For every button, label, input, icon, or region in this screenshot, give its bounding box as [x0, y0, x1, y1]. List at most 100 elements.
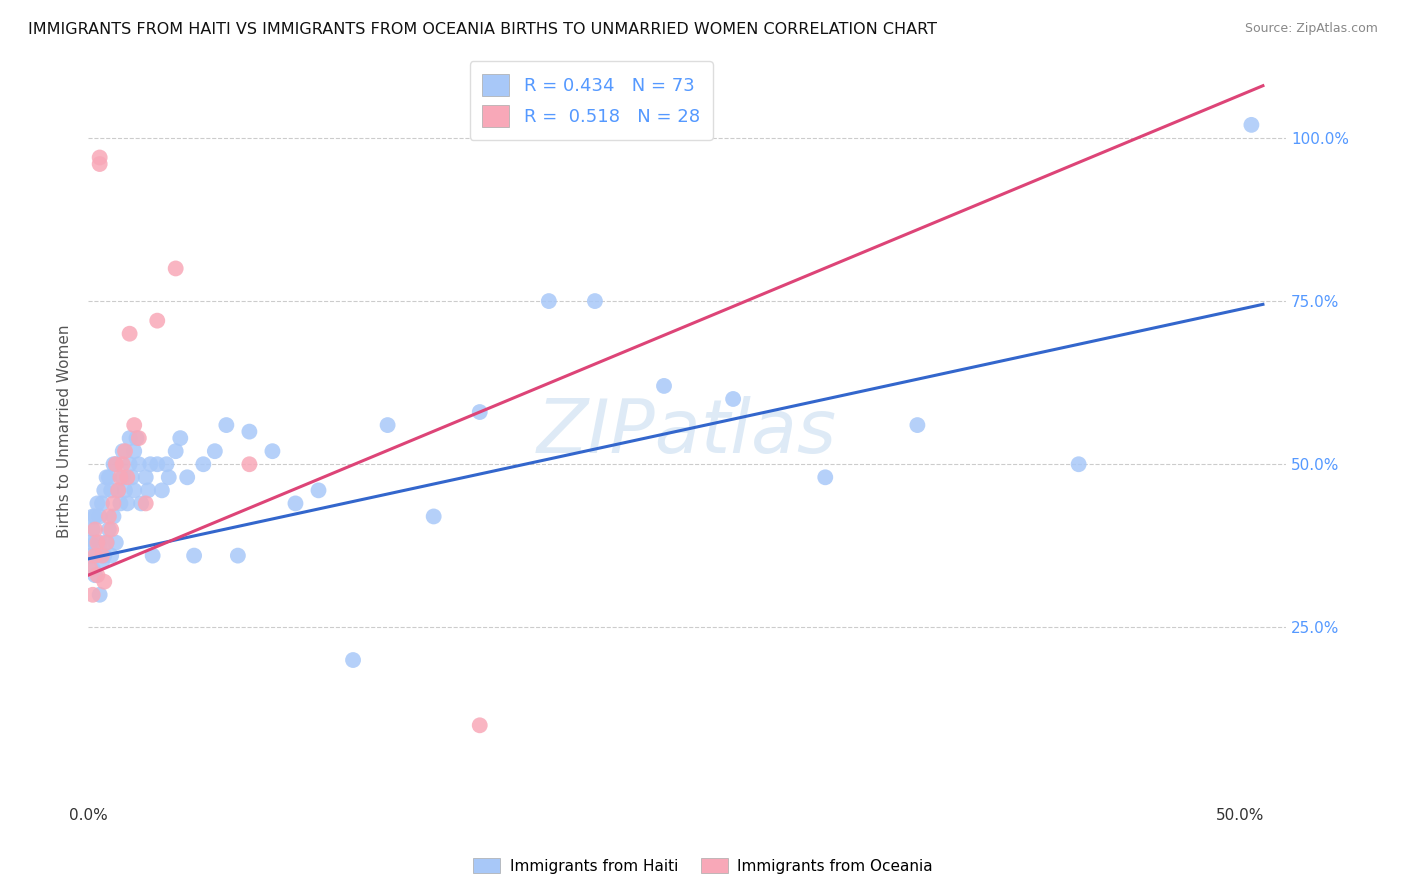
Point [114, 444, 136, 458]
Point [79, 549, 101, 563]
Point [583, 294, 606, 309]
Point [1067, 457, 1090, 471]
Point [79, 562, 101, 576]
Point [176, 470, 198, 484]
Text: Source: ZipAtlas.com: Source: ZipAtlas.com [1244, 22, 1378, 36]
Point [238, 425, 260, 439]
Point [905, 418, 928, 433]
Point [122, 418, 145, 433]
Point [150, 483, 173, 498]
Point [157, 470, 180, 484]
Point [82, 588, 104, 602]
Point [468, 718, 491, 732]
Point [103, 509, 125, 524]
Point [128, 431, 150, 445]
Point [79, 535, 101, 549]
Point [193, 457, 215, 471]
Point [97, 509, 120, 524]
Point [377, 418, 399, 433]
Legend: Immigrants from Haiti, Immigrants from Oceania: Immigrants from Haiti, Immigrants from O… [467, 852, 939, 880]
Point [155, 457, 177, 471]
Point [93, 483, 115, 498]
Point [169, 431, 191, 445]
Point [93, 549, 115, 563]
Point [135, 470, 157, 484]
Point [165, 444, 187, 458]
Point [89, 157, 111, 171]
Point [104, 457, 127, 471]
Point [1240, 118, 1263, 132]
Point [183, 549, 205, 563]
Point [142, 549, 165, 563]
Point [111, 444, 134, 458]
Point [111, 470, 134, 484]
Point [100, 483, 122, 498]
Y-axis label: Births to Unmarried Women: Births to Unmarried Women [58, 325, 72, 539]
Point [125, 431, 148, 445]
Point [342, 653, 364, 667]
Point [103, 457, 125, 471]
Point [84, 509, 107, 524]
Point [86, 535, 108, 549]
Point [262, 444, 284, 458]
Point [422, 509, 444, 524]
Point [226, 549, 249, 563]
Point [82, 523, 104, 537]
Point [146, 313, 169, 327]
Point [284, 496, 307, 510]
Point [100, 523, 122, 537]
Point [107, 483, 129, 498]
Point [89, 151, 111, 165]
Point [121, 470, 143, 484]
Point [97, 523, 120, 537]
Point [100, 549, 122, 563]
Point [84, 535, 107, 549]
Point [96, 535, 118, 549]
Point [721, 392, 744, 406]
Point [136, 483, 159, 498]
Point [97, 470, 120, 484]
Point [814, 470, 837, 484]
Point [204, 444, 226, 458]
Point [118, 326, 141, 341]
Text: ZIPatlas: ZIPatlas [537, 396, 837, 467]
Point [468, 405, 491, 419]
Point [165, 261, 187, 276]
Point [652, 379, 675, 393]
Point [107, 483, 129, 498]
Point [84, 523, 107, 537]
Point [146, 457, 169, 471]
Text: IMMIGRANTS FROM HAITI VS IMMIGRANTS FROM OCEANIA BIRTHS TO UNMARRIED WOMEN CORRE: IMMIGRANTS FROM HAITI VS IMMIGRANTS FROM… [28, 22, 938, 37]
Point [118, 431, 141, 445]
Point [537, 294, 560, 309]
Point [82, 509, 104, 524]
Point [89, 588, 111, 602]
Point [93, 574, 115, 589]
Point [114, 483, 136, 498]
Point [122, 444, 145, 458]
Point [89, 535, 111, 549]
Point [91, 549, 114, 563]
Point [91, 555, 114, 569]
Point [117, 496, 139, 510]
Point [139, 457, 162, 471]
Point [118, 457, 141, 471]
Point [96, 470, 118, 484]
Point [86, 549, 108, 563]
Point [104, 457, 127, 471]
Point [122, 483, 145, 498]
Point [215, 418, 238, 433]
Point [111, 457, 134, 471]
Point [103, 496, 125, 510]
Point [128, 457, 150, 471]
Legend: R = 0.434   N = 73, R =  0.518   N = 28: R = 0.434 N = 73, R = 0.518 N = 28 [470, 62, 713, 139]
Point [82, 562, 104, 576]
Point [104, 535, 127, 549]
Point [91, 496, 114, 510]
Point [84, 568, 107, 582]
Point [308, 483, 330, 498]
Point [84, 549, 107, 563]
Point [96, 535, 118, 549]
Point [86, 568, 108, 582]
Point [129, 496, 152, 510]
